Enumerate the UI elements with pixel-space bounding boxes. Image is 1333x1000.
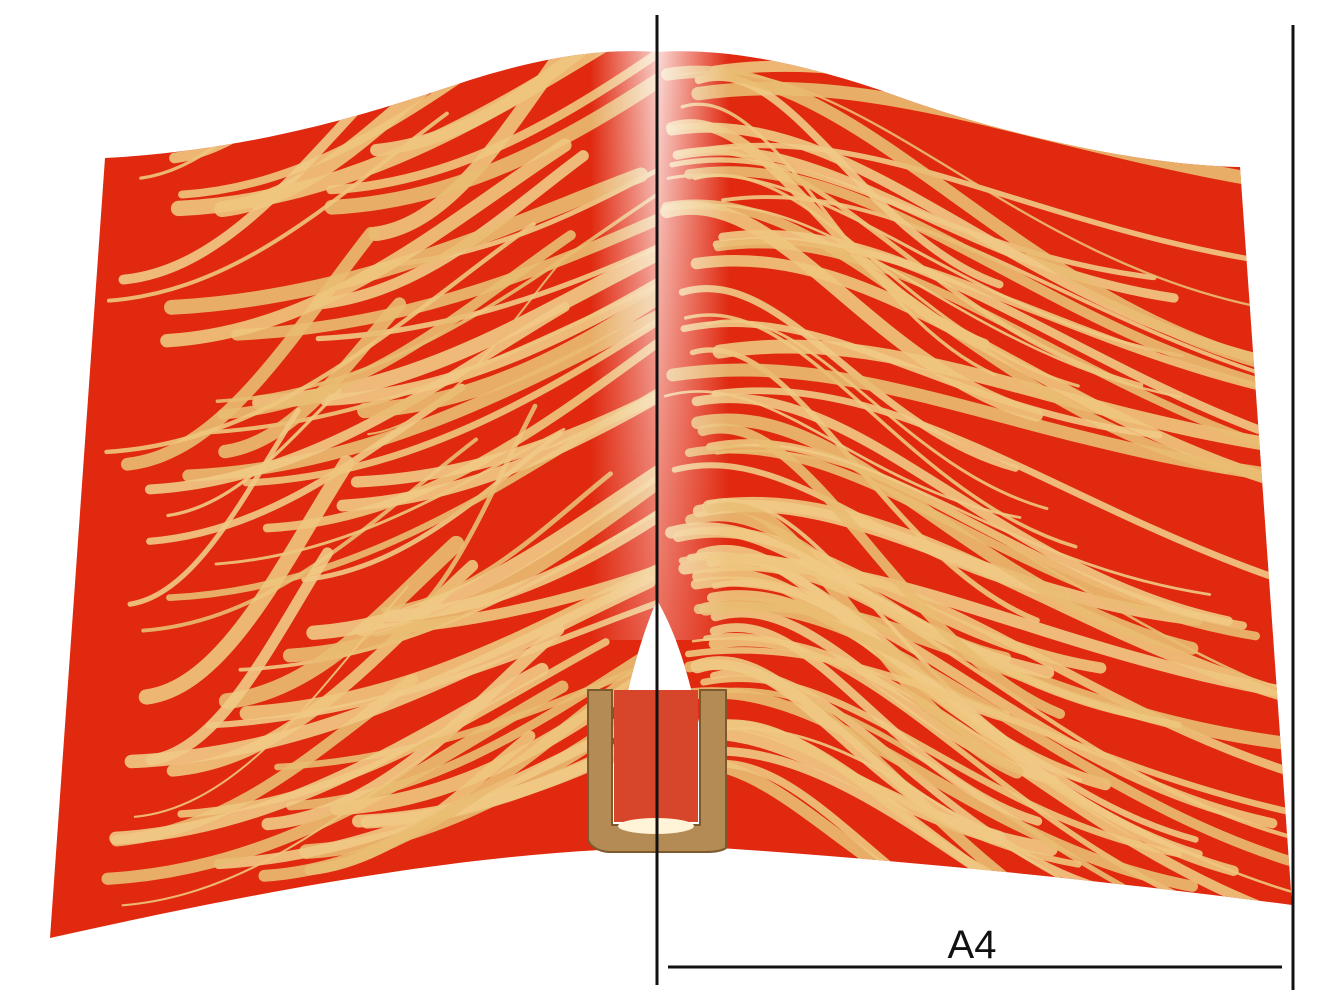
gold-streak <box>721 195 1292 416</box>
gold-streak <box>670 687 1199 892</box>
gold-streak <box>693 759 1060 906</box>
gold-streak <box>144 301 570 495</box>
gold-streak <box>121 746 439 907</box>
gold-streak <box>324 51 657 215</box>
gold-streak <box>336 318 657 512</box>
gold-streak <box>680 320 1163 439</box>
gold-streak <box>368 51 586 242</box>
gold-streak <box>170 51 657 217</box>
gold-streak <box>691 393 1233 626</box>
gold-streak <box>381 471 613 613</box>
gold-streak <box>127 407 301 607</box>
gold-streak <box>138 455 355 705</box>
gold-streak <box>109 662 549 845</box>
gold-streak <box>319 209 657 407</box>
gold-streak <box>711 387 1292 628</box>
gold-streak <box>326 51 657 195</box>
gold-streak <box>715 449 1292 738</box>
size-label: A4 <box>948 923 997 967</box>
gold-streak <box>690 656 1006 845</box>
gold-streak <box>262 290 657 533</box>
gold-streak <box>675 148 1144 388</box>
gold-streak <box>697 423 1066 719</box>
gold-streak <box>684 166 1292 409</box>
gold-streak <box>718 229 1292 485</box>
gold-streak <box>274 628 657 771</box>
gold-streak <box>330 572 657 816</box>
gold-streak <box>166 388 342 518</box>
gold-streak <box>666 363 1292 490</box>
gold-streak <box>217 230 576 420</box>
gold-streak <box>282 422 657 663</box>
spine-gloss <box>590 40 730 640</box>
right-pattern <box>660 60 1292 906</box>
gold-streak <box>684 647 1292 835</box>
gold-streak <box>120 226 378 471</box>
gold-streak <box>711 579 1199 843</box>
gold-streak <box>678 553 1182 729</box>
gold-streak <box>707 727 1260 906</box>
gold-streak <box>106 111 449 303</box>
gold-streak <box>124 574 656 769</box>
gold-streak <box>703 498 1024 779</box>
gold-streak <box>315 168 657 342</box>
gold-streak <box>661 65 1285 374</box>
gold-streak <box>214 427 566 566</box>
gold-streak <box>299 654 657 859</box>
gold-streak <box>669 157 1157 281</box>
gold-streak <box>160 138 572 348</box>
gold-streak <box>104 221 536 455</box>
gold-streak <box>145 547 334 766</box>
gold-streak <box>693 173 1080 388</box>
gold-streak <box>231 158 657 341</box>
gold-streak <box>709 623 1043 826</box>
gold-streak <box>261 623 565 831</box>
gold-streak <box>164 167 649 315</box>
